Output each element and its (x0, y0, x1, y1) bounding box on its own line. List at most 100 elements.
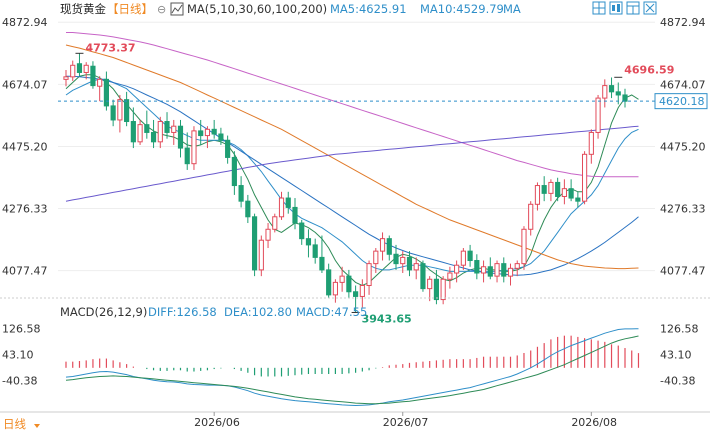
candle-body (595, 97, 601, 133)
period-tab[interactable]: 日线 (3, 417, 40, 431)
candle-body (413, 263, 419, 271)
macd-diff-value: DIFF:126.58 (148, 305, 217, 319)
grid-layout-icon[interactable] (592, 1, 606, 15)
candle-body (238, 185, 244, 202)
candle-body (272, 216, 278, 230)
candle-body (76, 63, 83, 73)
recent-high-marker: 4696.59 (614, 63, 674, 78)
candle-body (144, 124, 150, 133)
candle (373, 248, 379, 274)
candle (198, 119, 204, 145)
candle-body (480, 266, 487, 274)
candle-body (346, 275, 352, 293)
dropdown-caret-icon (34, 424, 40, 428)
candle-body (184, 147, 190, 165)
candle (164, 112, 170, 139)
ma-params-label: MA(5,10,30,60,100,200) (187, 2, 327, 16)
candle (157, 116, 163, 149)
candle-body (359, 285, 365, 297)
right-price-axis: 4872.94 4674.07 4475.20 4276.33 4077.47 (660, 16, 706, 277)
candle (265, 223, 271, 249)
candle-body (251, 216, 258, 271)
candle-body (326, 269, 332, 296)
candle-body (70, 64, 76, 78)
candle-body (507, 267, 514, 277)
candle-body (319, 256, 325, 271)
candle-body (83, 64, 89, 73)
candle (393, 244, 399, 270)
candle-body (460, 250, 466, 266)
macd-tick-label: 126.58 (2, 323, 41, 336)
candle-body (353, 291, 359, 297)
macd-tick-label: -40.38 (2, 374, 37, 387)
candle-body (285, 197, 291, 208)
ma-indicator-icon[interactable] (170, 2, 184, 16)
macd-panel: 126.58 126.58 43.10 43.10 -40.38 -40.38 (2, 323, 699, 407)
candle (467, 244, 473, 267)
candle (608, 77, 615, 99)
period-tab-label: 日线 (3, 417, 26, 431)
date-label: 2026/06 (194, 416, 240, 429)
candle-body (602, 85, 608, 99)
candle-body (171, 125, 177, 133)
candle (534, 182, 541, 211)
ma10-value: MA10:4529.79 (420, 2, 504, 16)
candle-body (521, 228, 527, 265)
price-tick-label: 4872.94 (2, 16, 48, 29)
left-price-axis: 4872.94 4674.07 4475.20 4276.33 4077.47 (2, 16, 48, 277)
candle (238, 176, 244, 208)
candle-body (400, 256, 406, 265)
candle (326, 263, 332, 298)
candle (110, 99, 116, 127)
recent-high-annotation: 4696.59 (624, 63, 674, 76)
candle (353, 285, 359, 313)
macd-tick-label: -40.38 (660, 374, 695, 387)
candle (541, 176, 547, 202)
candle (386, 235, 392, 261)
candle (474, 254, 480, 280)
candle (555, 177, 561, 202)
candle (272, 213, 278, 233)
date-label: 2026/07 (383, 416, 429, 429)
candle (406, 251, 413, 277)
candle (602, 79, 608, 108)
candle (494, 260, 500, 283)
price-tick-label: 4475.20 (660, 140, 706, 153)
candle-body (258, 239, 264, 271)
candle-body (164, 121, 170, 133)
candle (440, 276, 446, 305)
candle (346, 269, 352, 298)
ma60-line (65, 44, 639, 270)
candle (83, 62, 89, 80)
candle-body (528, 203, 534, 230)
expand-icon[interactable] (626, 1, 640, 15)
candle (305, 229, 312, 258)
candle-body (615, 91, 621, 96)
date-axis: 2026/06 2026/07 2026/08 (0, 411, 710, 429)
period-label[interactable]: 【日线】 (107, 2, 153, 16)
split-view-icon[interactable] (609, 1, 623, 15)
candle-body (231, 156, 237, 187)
candle-body (278, 197, 285, 218)
candle-body (124, 99, 130, 123)
candle (90, 61, 96, 89)
candlesticks (63, 53, 628, 313)
candle (124, 91, 130, 127)
candle-body (494, 263, 500, 277)
candle (454, 260, 460, 283)
candle (339, 266, 345, 292)
macd-dea-value: DEA:102.80 (224, 305, 292, 319)
candle (379, 232, 386, 261)
candle (514, 260, 520, 277)
candle (460, 248, 466, 270)
candle (366, 260, 372, 295)
candle (76, 53, 83, 77)
close-icon[interactable] (643, 1, 657, 15)
settings-toggle-icon[interactable]: ⊖ (157, 3, 166, 16)
candle-body (427, 278, 433, 290)
symbol-title: 现货黄金 (60, 2, 106, 16)
candle (144, 110, 150, 139)
candle (70, 60, 76, 81)
candle-body (440, 278, 446, 301)
candle-body (568, 188, 574, 199)
